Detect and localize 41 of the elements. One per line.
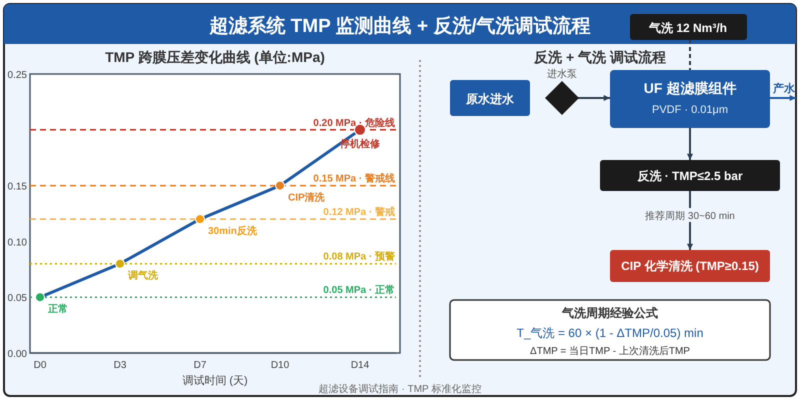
annotation: 30min反洗	[208, 225, 258, 238]
annotation: 调气洗	[127, 270, 159, 282]
text: 超滤系统 TMP 监测曲线 + 反洗/气洗调试流程	[208, 15, 591, 37]
y-tick-label: 0.00	[8, 349, 28, 360]
text: ΔTMP = 当日TMP - 上次清洗后TMP	[530, 345, 690, 357]
text: 原水进水	[465, 92, 515, 106]
text: PVDF · 0.01μm	[652, 104, 728, 116]
text: 推荐周期 30~60 min	[645, 210, 735, 222]
x-tick-label: D0	[34, 360, 47, 371]
ref-line-label: 0.15 MPa · 警戒线	[313, 172, 395, 185]
x-tick-label: D7	[194, 360, 207, 371]
x-tick-label: D14	[350, 360, 370, 371]
text: 气洗 12 Nm³/h	[648, 21, 728, 35]
y-tick-label: 0.10	[8, 237, 28, 248]
point	[195, 214, 205, 224]
text: 产水	[772, 82, 796, 95]
ref-line-label: 0.20 MPa · 危险线	[313, 116, 395, 129]
point	[35, 292, 45, 302]
y-tick-label: 0.15	[8, 182, 28, 193]
text: 超滤设备调试指南 · TMP 标准化监控	[318, 383, 482, 395]
point	[275, 180, 285, 191]
text: T_气洗 = 60 × (1 - ΔTMP/0.05) min	[516, 326, 704, 340]
text: CIP 化学清洗 (TMP≥0.15)	[621, 259, 759, 273]
x-axis-title: 调试时间 (天)	[182, 374, 248, 387]
text: 进水泵	[547, 68, 577, 80]
ref-line-label: 0.08 MPa · 预警	[323, 250, 395, 263]
y-tick-label: 0.05	[8, 293, 28, 304]
annotation: 正常	[47, 303, 68, 316]
text: 气洗周期经验公式	[561, 306, 658, 320]
text: 反洗 + 气洗 调试流程	[533, 49, 666, 65]
point	[115, 258, 125, 269]
text: UF 超滤膜组件	[644, 80, 736, 96]
text: 反洗 · TMP≤2.5 bar	[636, 169, 743, 183]
annotation: CIP清洗	[288, 192, 326, 204]
annotation: 停机检修	[339, 138, 381, 150]
ref-line-label: 0.05 MPa · 正常	[323, 284, 395, 296]
y-tick-label: 0.25	[8, 70, 28, 81]
ref-line-label: 0.12 MPa · 警戒	[323, 206, 395, 218]
x-tick-label: D10	[270, 360, 290, 371]
chart-title: TMP 跨膜压差变化曲线 (单位:MPa)	[105, 49, 325, 65]
x-tick-label: D3	[114, 360, 127, 371]
